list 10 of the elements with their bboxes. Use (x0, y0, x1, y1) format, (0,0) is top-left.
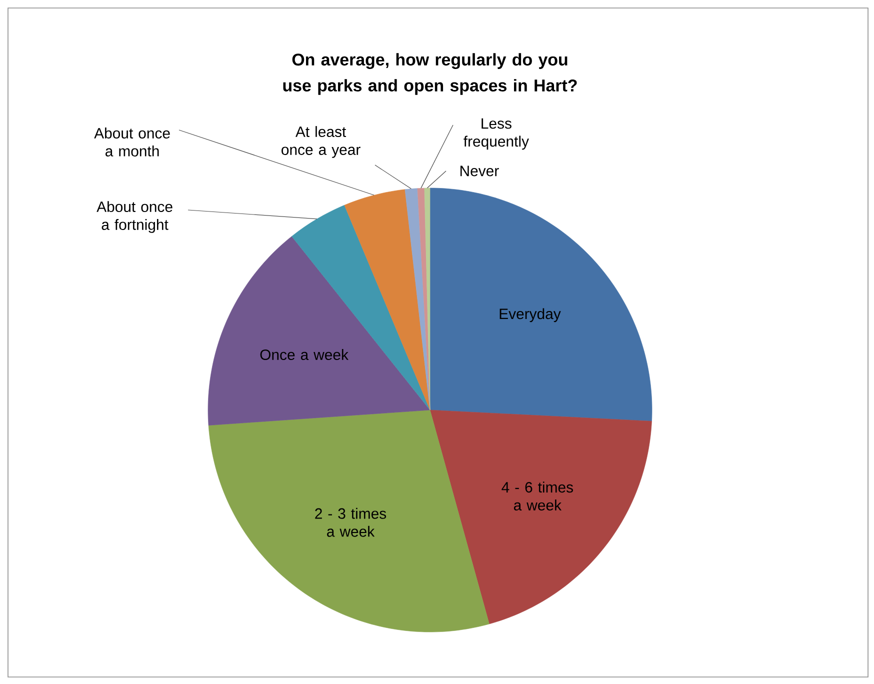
chart-title: On average, how regularly do you use parks and open spaces in Hart? (283, 53, 577, 95)
slice-label: Never (460, 166, 499, 176)
slice-label: Less frequently (464, 118, 529, 150)
slice-label: At least once a year (282, 126, 360, 158)
slice-label: 2 - 3 times a week (315, 508, 386, 537)
slice-label: About once a fortnight (96, 201, 172, 233)
slice-label: 4 - 6 times a week (502, 482, 573, 511)
slice-label: About once a month (94, 128, 170, 156)
slice-label: Once a week (260, 349, 348, 360)
slice-label: Everyday (500, 308, 561, 322)
